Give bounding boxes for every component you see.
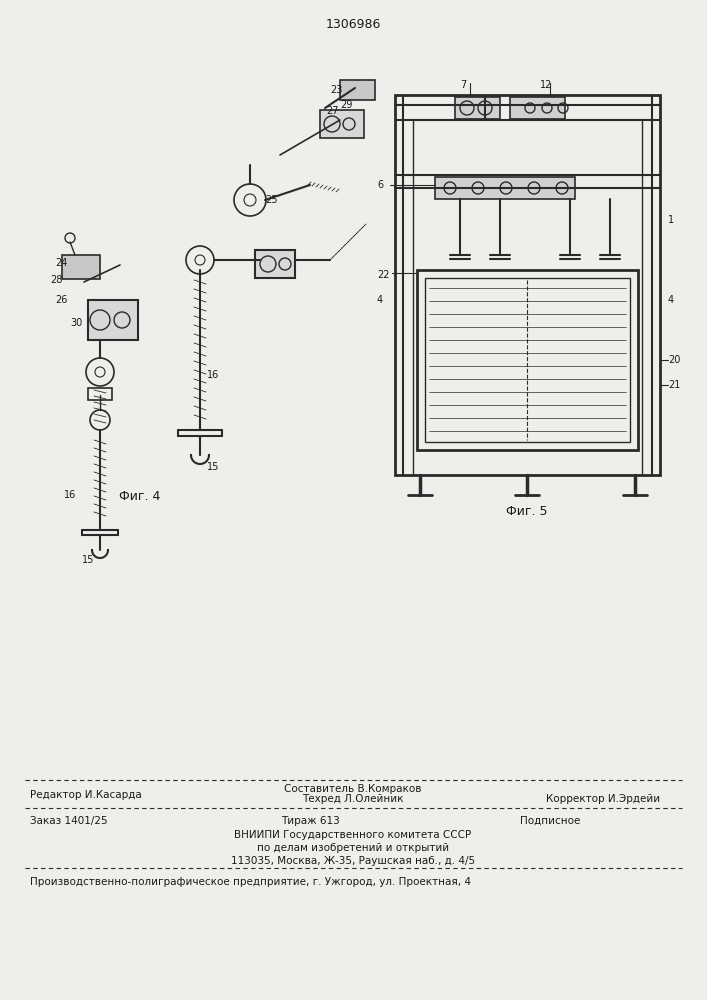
Bar bbox=[88, 388, 112, 400]
Text: 24: 24 bbox=[55, 258, 67, 268]
Bar bbox=[88, 300, 138, 340]
Text: 4: 4 bbox=[668, 295, 674, 305]
Text: Корректор И.Эрдейи: Корректор И.Эрдейи bbox=[546, 794, 660, 804]
Text: по делам изобретений и открытий: по делам изобретений и открытий bbox=[257, 843, 449, 853]
Text: Заказ 1401/25: Заказ 1401/25 bbox=[30, 816, 107, 826]
Text: 30: 30 bbox=[70, 318, 82, 328]
Text: 7: 7 bbox=[460, 80, 466, 90]
Bar bbox=[340, 80, 375, 100]
Text: 23: 23 bbox=[330, 85, 342, 95]
Text: 12: 12 bbox=[540, 80, 552, 90]
Text: 1: 1 bbox=[668, 215, 674, 225]
Text: 113035, Москва, Ж-35, Раушская наб., д. 4/5: 113035, Москва, Ж-35, Раушская наб., д. … bbox=[231, 856, 475, 866]
Bar bbox=[417, 270, 638, 450]
Text: Тираж 613: Тираж 613 bbox=[281, 816, 339, 826]
Text: Подписное: Подписное bbox=[520, 816, 580, 826]
Bar bbox=[320, 110, 364, 138]
Text: Производственно-полиграфическое предприятие, г. Ужгород, ул. Проектная, 4: Производственно-полиграфическое предприя… bbox=[30, 877, 471, 887]
Text: Редактор И.Касарда: Редактор И.Касарда bbox=[30, 790, 141, 800]
Text: 4: 4 bbox=[377, 295, 383, 305]
Text: 15: 15 bbox=[207, 462, 219, 472]
Text: 6: 6 bbox=[377, 180, 383, 190]
Bar bbox=[255, 250, 295, 278]
Text: 20: 20 bbox=[668, 355, 680, 365]
Bar bbox=[455, 97, 500, 119]
Bar bbox=[395, 95, 660, 475]
Text: Фиг. 5: Фиг. 5 bbox=[506, 505, 548, 518]
Text: 1306986: 1306986 bbox=[325, 18, 380, 31]
Bar bbox=[435, 177, 575, 199]
Bar bbox=[510, 97, 565, 119]
Text: 22: 22 bbox=[377, 270, 390, 280]
Bar bbox=[425, 278, 630, 442]
Text: 21: 21 bbox=[668, 380, 680, 390]
Text: Фиг. 4: Фиг. 4 bbox=[119, 490, 160, 503]
Text: 16: 16 bbox=[207, 370, 219, 380]
Text: 15: 15 bbox=[82, 555, 94, 565]
Text: 25: 25 bbox=[265, 195, 278, 205]
Text: 28: 28 bbox=[50, 275, 62, 285]
Bar bbox=[62, 255, 100, 279]
Text: Техред Л.Олейник: Техред Л.Олейник bbox=[303, 794, 404, 804]
Text: ВНИИПИ Государственного комитета СССР: ВНИИПИ Государственного комитета СССР bbox=[235, 830, 472, 840]
Text: Составитель В.Комраков: Составитель В.Комраков bbox=[284, 784, 422, 794]
Text: 16: 16 bbox=[64, 490, 76, 500]
Text: 29: 29 bbox=[340, 100, 352, 110]
Text: 27: 27 bbox=[326, 106, 339, 116]
Text: 26: 26 bbox=[55, 295, 67, 305]
